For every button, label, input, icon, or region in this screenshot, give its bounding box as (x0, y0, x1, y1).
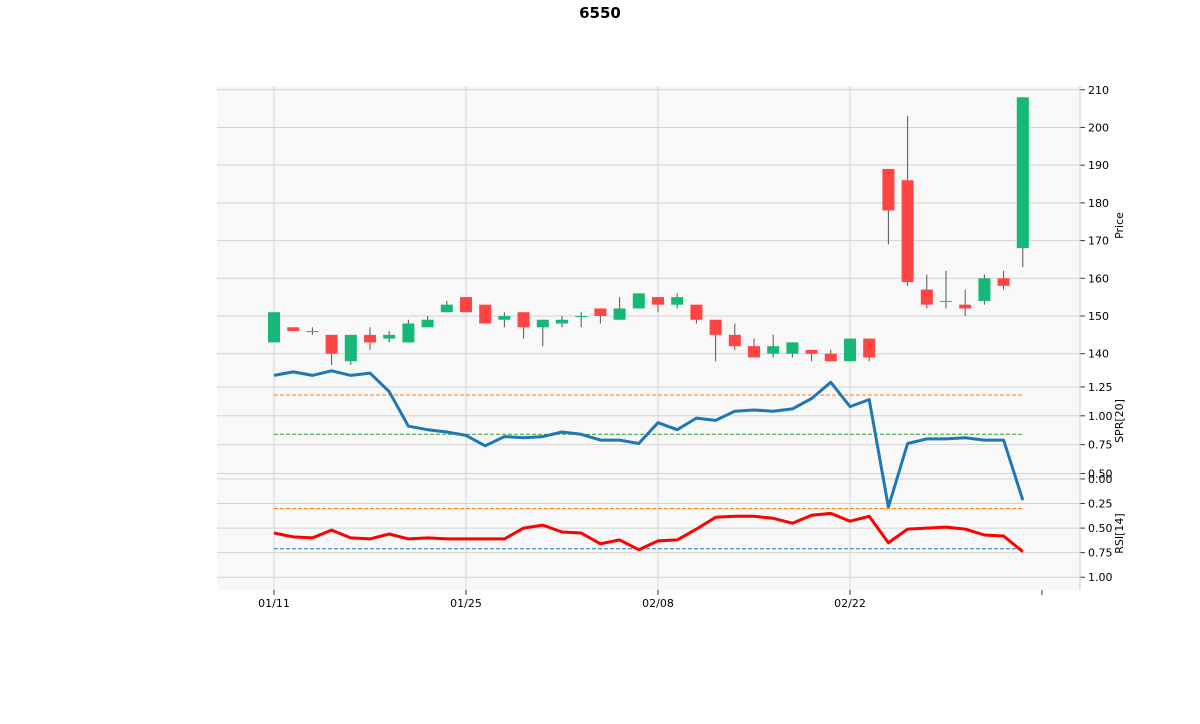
y-tick-label-spr: 1.00 (1088, 410, 1113, 423)
y-tick-label-rsi: 0.75 (1088, 547, 1113, 560)
candle-body (901, 180, 914, 283)
candle-body (805, 349, 818, 354)
panel-price-background (217, 86, 1080, 365)
candle-body (652, 297, 664, 305)
y-tick-label-rsi: 0.00 (1088, 473, 1113, 486)
candle-body (882, 168, 895, 211)
candle-body (498, 315, 511, 320)
candle-body (632, 293, 645, 309)
y-axis-label-price: Price (1113, 212, 1126, 239)
candle-body (344, 334, 357, 362)
candle-body (325, 334, 338, 354)
candle-body (383, 334, 396, 339)
y-tick-label-spr: 1.25 (1088, 381, 1113, 394)
candle-body (728, 334, 741, 347)
candle-body (1016, 97, 1029, 249)
y-axis-label-rsi: RSI[14] (1113, 513, 1126, 553)
candle-body (421, 319, 434, 328)
y-tick-label-price: 200 (1088, 121, 1109, 134)
y-axis-label-spr: SPR[20] (1113, 399, 1126, 443)
y-tick-label-rsi: 0.25 (1088, 498, 1113, 511)
y-tick-label-price: 150 (1088, 310, 1109, 323)
candle-body (824, 353, 837, 362)
candle-body (364, 334, 376, 343)
candle-body (863, 338, 876, 358)
candle-body (767, 346, 780, 354)
candle-body (613, 308, 626, 320)
candle-body (536, 319, 549, 328)
y-tick-label-rsi: 0.50 (1088, 522, 1113, 535)
y-tick-label-price: 140 (1088, 348, 1109, 361)
candle-body (920, 289, 933, 305)
candle-body (594, 308, 607, 316)
candle-body (671, 297, 684, 305)
panel-spr-background (217, 365, 1080, 477)
y-tick-label-price: 210 (1088, 84, 1109, 97)
candle-body (556, 319, 568, 324)
y-tick-label-price: 180 (1088, 197, 1109, 210)
y-tick-label-price: 160 (1088, 272, 1109, 285)
candle-body (402, 323, 415, 343)
series-line-spr (273, 369, 1025, 509)
y-tick-label-price: 190 (1088, 159, 1109, 172)
candle-body (786, 342, 799, 354)
candle-body (306, 331, 319, 333)
candle-body (940, 300, 952, 302)
x-tick-label: 02/08 (642, 597, 674, 610)
series-line-rsi (273, 511, 1024, 553)
x-tick-label: 01/11 (258, 597, 290, 610)
candle-body (287, 327, 300, 332)
candle-body (268, 312, 280, 343)
candle-body (997, 278, 1010, 286)
panel-rsi-background (217, 477, 1080, 590)
candle-body (709, 319, 722, 335)
chart-title: 6550 (579, 4, 621, 22)
candle-body (575, 315, 588, 317)
y-tick-label-rsi: 1.00 (1088, 571, 1113, 584)
candle-body (440, 304, 453, 313)
y-tick-label-spr: 0.50 (1088, 468, 1113, 481)
candle-body (959, 304, 972, 309)
candle-body (844, 338, 856, 362)
x-tick-label: 01/25 (450, 597, 482, 610)
candle-body (748, 346, 760, 358)
candle-body (978, 278, 991, 301)
x-tick-label: 02/22 (834, 597, 866, 610)
candle-body (460, 297, 472, 313)
y-tick-label-price: 170 (1088, 235, 1109, 248)
y-tick-label-spr: 0.75 (1088, 439, 1113, 452)
candle-body (517, 312, 530, 328)
candle-body (690, 304, 703, 320)
candle-body (479, 304, 492, 324)
